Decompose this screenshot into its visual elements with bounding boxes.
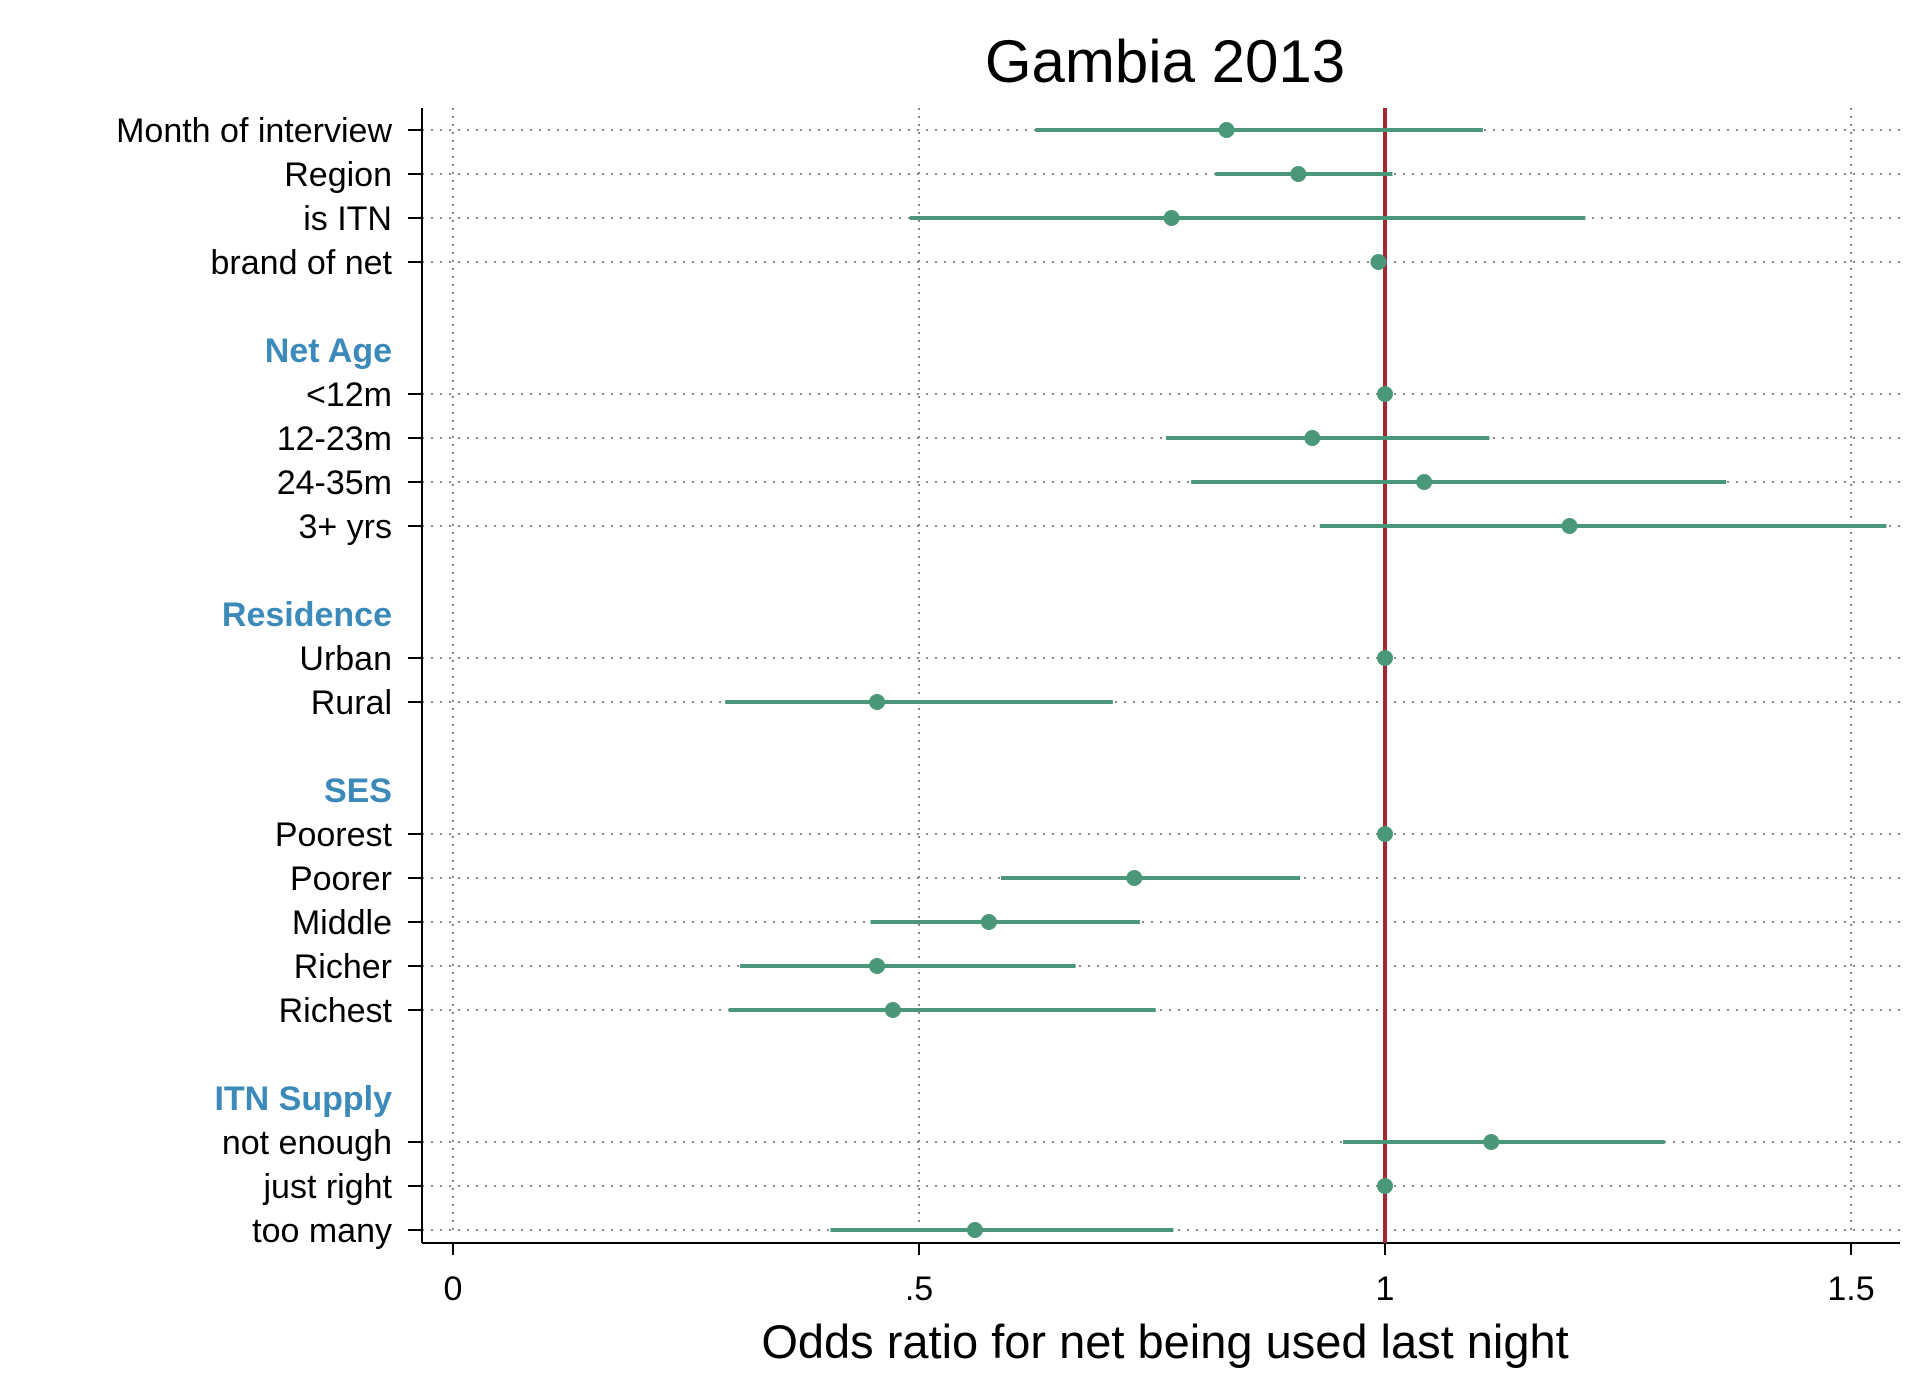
- point-estimate: [1370, 254, 1387, 270]
- point-estimate: [884, 1002, 901, 1018]
- group-header: Residence: [222, 596, 392, 634]
- group-header: Net Age: [265, 332, 392, 370]
- x-axis-title: Odds ratio for net being used last night: [761, 1315, 1568, 1368]
- y-tick-label: 12-23m: [277, 420, 392, 458]
- point-estimate: [1377, 826, 1393, 842]
- labels-layer: Month of interview Region is ITN brand of n…: [116, 112, 392, 1250]
- y-tick-label: Poorer: [290, 860, 392, 898]
- x-tick-label: 0: [444, 1270, 463, 1308]
- y-tick-label: <12m: [306, 376, 392, 414]
- y-tick-label: brand of net: [211, 244, 393, 282]
- point-estimate: [966, 1222, 983, 1238]
- point-estimate: [1290, 166, 1307, 182]
- y-tick-label: Region: [284, 156, 392, 194]
- y-tick-label: Urban: [299, 640, 392, 678]
- point-estimate: [1483, 1134, 1500, 1150]
- group-header: ITN Supply: [214, 1080, 392, 1118]
- point-estimate: [1126, 870, 1143, 886]
- x-tick-label: 1: [1376, 1270, 1395, 1308]
- point-estimate: [1416, 474, 1433, 490]
- point-estimate: [1304, 430, 1321, 446]
- chart-title: Gambia 2013: [985, 28, 1345, 95]
- y-tick-label: 24-35m: [277, 464, 392, 502]
- y-tick-label: Poorest: [275, 816, 393, 854]
- point-estimate: [1561, 518, 1578, 534]
- grid-layer: [422, 108, 1900, 1233]
- x-tick-label: .5: [905, 1270, 933, 1308]
- y-tick-label: is ITN: [303, 200, 392, 238]
- y-tick-label: Rural: [311, 684, 392, 722]
- point-estimate: [869, 694, 886, 710]
- y-tick-label: Richer: [294, 948, 392, 986]
- point-estimate: [1218, 122, 1235, 138]
- point-estimate: [1377, 386, 1393, 402]
- y-tick-label: 3+ yrs: [298, 508, 392, 546]
- point-estimate: [1163, 210, 1180, 226]
- point-estimate: [980, 914, 997, 930]
- point-estimate: [869, 958, 886, 974]
- y-tick-label: Month of interview: [116, 112, 392, 150]
- point-estimate: [1377, 1178, 1393, 1194]
- y-tick-label: just right: [263, 1168, 393, 1206]
- y-tick-label: not enough: [222, 1124, 392, 1162]
- marks-layer: [725, 108, 1887, 1243]
- point-estimate: [1377, 650, 1393, 666]
- axes-layer: 0 .5 1 1.5: [408, 108, 1900, 1308]
- x-tick-label: 1.5: [1827, 1270, 1874, 1308]
- y-tick-label: too many: [252, 1212, 392, 1250]
- group-header: SES: [324, 772, 392, 810]
- y-tick-label: Richest: [279, 992, 393, 1030]
- y-tick-label: Middle: [292, 904, 392, 942]
